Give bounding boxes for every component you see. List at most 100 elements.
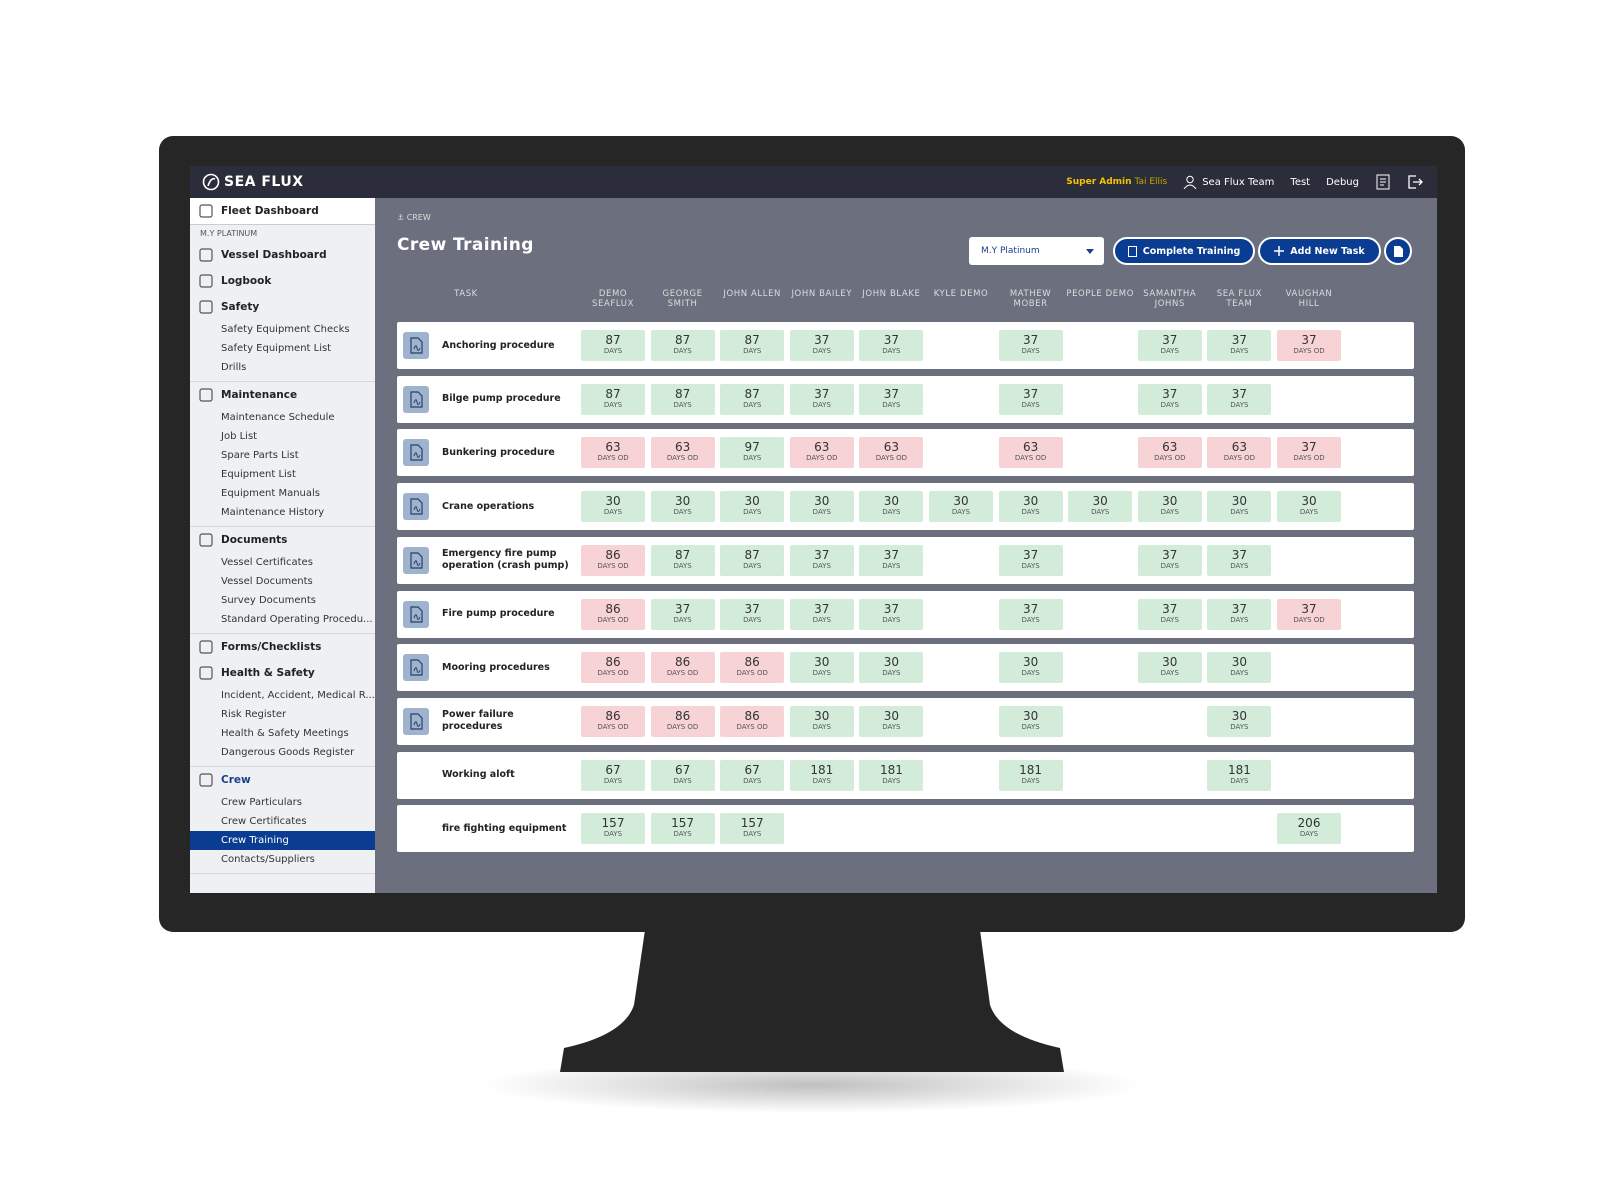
training-cell[interactable]: 37 DAYS [789, 544, 854, 576]
pdf-icon[interactable] [403, 546, 429, 574]
nav-item[interactable]: Logbook [190, 268, 375, 294]
breadcrumb[interactable]: ⚓ CREW [397, 213, 431, 222]
training-cell[interactable]: 63 DAYS OD [1207, 437, 1272, 469]
training-cell[interactable]: 37 DAYS [859, 598, 924, 630]
training-cell[interactable]: 30 DAYS [720, 491, 785, 523]
add-task-button[interactable]: Add New Task [1258, 237, 1381, 265]
nav-item[interactable]: Documents [190, 527, 375, 553]
nav-subitem[interactable]: Job List [221, 431, 258, 442]
training-cell[interactable]: 86 DAYS OD [581, 705, 645, 737]
training-cell[interactable]: 86 DAYS OD [720, 705, 785, 737]
training-cell[interactable]: 30 DAYS [1068, 491, 1133, 523]
training-cell[interactable]: 37 DAYS [789, 330, 854, 361]
training-cell[interactable]: 37 DAYS [1137, 598, 1202, 630]
training-cell[interactable]: 37 DAYS [859, 383, 924, 415]
training-cell[interactable]: 37 DAYS [789, 383, 854, 415]
training-cell[interactable]: 30 DAYS [929, 491, 993, 523]
training-cell[interactable]: 30 DAYS [650, 491, 715, 523]
nav-item[interactable]: Vessel Dashboard [190, 242, 375, 268]
training-cell[interactable]: 30 DAYS [1207, 705, 1272, 737]
training-cell[interactable]: 30 DAYS [998, 652, 1063, 684]
nav-subitem[interactable]: Incident, Accident, Medical R... [221, 690, 375, 701]
nav-item[interactable]: Forms/Checklists [190, 634, 375, 660]
training-cell[interactable]: 37 DAYS [1137, 383, 1202, 415]
training-cell[interactable]: 30 DAYS [1137, 652, 1202, 684]
export-pdf-button[interactable] [1384, 237, 1412, 265]
training-cell[interactable]: 37 DAYS OD [1277, 330, 1341, 361]
training-cell[interactable]: 30 DAYS [859, 491, 924, 523]
training-cell[interactable]: 37 DAYS [789, 598, 854, 630]
training-cell[interactable]: 37 DAYS [1207, 383, 1272, 415]
training-cell[interactable]: 37 DAYS [998, 383, 1063, 415]
pdf-icon[interactable] [403, 439, 429, 467]
nav-subitem[interactable]: Maintenance History [221, 507, 325, 518]
training-cell[interactable]: 63 DAYS OD [650, 437, 715, 469]
training-cell[interactable]: 87 DAYS [720, 383, 785, 415]
training-cell[interactable]: 87 DAYS [650, 383, 715, 415]
nav-item[interactable]: Crew [190, 767, 375, 793]
training-cell[interactable]: 206 DAYS [1277, 813, 1341, 845]
complete-training-button[interactable]: Complete Training [1113, 237, 1255, 265]
nav-subitem[interactable]: Risk Register [221, 709, 287, 720]
nav-link[interactable]: Test [1290, 176, 1311, 188]
training-cell[interactable]: 37 DAYS [1137, 330, 1202, 361]
nav-item[interactable]: Fleet Dashboard [190, 198, 375, 225]
report-icon[interactable] [1375, 174, 1391, 190]
nav-subitem[interactable]: Crew Training [190, 831, 375, 850]
vessel-select[interactable]: M.Y Platinum [969, 237, 1104, 265]
training-cell[interactable]: 30 DAYS [789, 705, 854, 737]
training-cell[interactable]: 67 DAYS [581, 759, 645, 791]
nav-subitem[interactable]: Dangerous Goods Register [221, 747, 355, 758]
training-cell[interactable]: 30 DAYS [998, 491, 1063, 523]
training-cell[interactable]: 87 DAYS [581, 383, 645, 415]
training-cell[interactable]: 37 DAYS [859, 330, 924, 361]
training-cell[interactable]: 86 DAYS OD [650, 652, 715, 684]
training-cell[interactable]: 97 DAYS [720, 437, 785, 469]
training-cell[interactable]: 157 DAYS [720, 813, 785, 845]
nav-subitem[interactable]: Crew Certificates [221, 816, 307, 827]
pdf-icon[interactable] [403, 707, 429, 735]
training-cell[interactable]: 30 DAYS [1277, 491, 1341, 523]
training-cell[interactable]: 30 DAYS [1207, 652, 1272, 684]
training-cell[interactable]: 63 DAYS OD [859, 437, 924, 469]
nav-link[interactable]: Debug [1326, 176, 1359, 188]
nav-subitem[interactable]: Equipment Manuals [221, 488, 321, 499]
training-cell[interactable]: 87 DAYS [720, 330, 785, 361]
training-cell[interactable]: 63 DAYS OD [1137, 437, 1202, 469]
training-cell[interactable]: 86 DAYS OD [581, 598, 645, 630]
training-cell[interactable]: 37 DAYS [1207, 544, 1272, 576]
pdf-icon[interactable] [403, 493, 429, 521]
pdf-icon[interactable] [403, 385, 429, 413]
nav-subitem[interactable]: Spare Parts List [221, 450, 299, 461]
pdf-icon[interactable] [403, 332, 429, 359]
nav-subitem[interactable]: Survey Documents [221, 595, 316, 606]
nav-subitem[interactable]: Crew Particulars [221, 797, 302, 808]
nav-subitem[interactable]: Drills [221, 362, 247, 373]
training-cell[interactable]: 37 DAYS [998, 544, 1063, 576]
training-cell[interactable]: 37 DAYS [859, 544, 924, 576]
training-cell[interactable]: 87 DAYS [650, 330, 715, 361]
training-cell[interactable]: 37 DAYS [998, 598, 1063, 630]
training-cell[interactable]: 181 DAYS [859, 759, 924, 791]
pdf-icon[interactable] [403, 654, 429, 682]
training-cell[interactable]: 37 DAYS [1207, 598, 1272, 630]
training-cell[interactable]: 67 DAYS [650, 759, 715, 791]
training-cell[interactable]: 30 DAYS [581, 491, 645, 523]
nav-subitem[interactable]: Vessel Certificates [221, 557, 313, 568]
nav-subitem[interactable]: Health & Safety Meetings [221, 728, 349, 739]
training-cell[interactable]: 86 DAYS OD [581, 544, 645, 576]
team-menu[interactable]: Sea Flux Team [1183, 175, 1274, 189]
training-cell[interactable]: 37 DAYS [1207, 330, 1272, 361]
pdf-icon[interactable] [403, 600, 429, 628]
nav-subitem[interactable]: Equipment List [221, 469, 296, 480]
training-cell[interactable]: 30 DAYS [859, 652, 924, 684]
training-cell[interactable]: 30 DAYS [789, 652, 854, 684]
nav-subitem[interactable]: Safety Equipment Checks [221, 324, 350, 335]
training-cell[interactable]: 30 DAYS [1207, 491, 1272, 523]
training-cell[interactable]: 30 DAYS [1137, 491, 1202, 523]
nav-subitem[interactable]: Contacts/Suppliers [221, 854, 315, 865]
training-cell[interactable]: 30 DAYS [859, 705, 924, 737]
training-cell[interactable]: 87 DAYS [650, 544, 715, 576]
training-cell[interactable]: 86 DAYS OD [720, 652, 785, 684]
training-cell[interactable]: 86 DAYS OD [650, 705, 715, 737]
